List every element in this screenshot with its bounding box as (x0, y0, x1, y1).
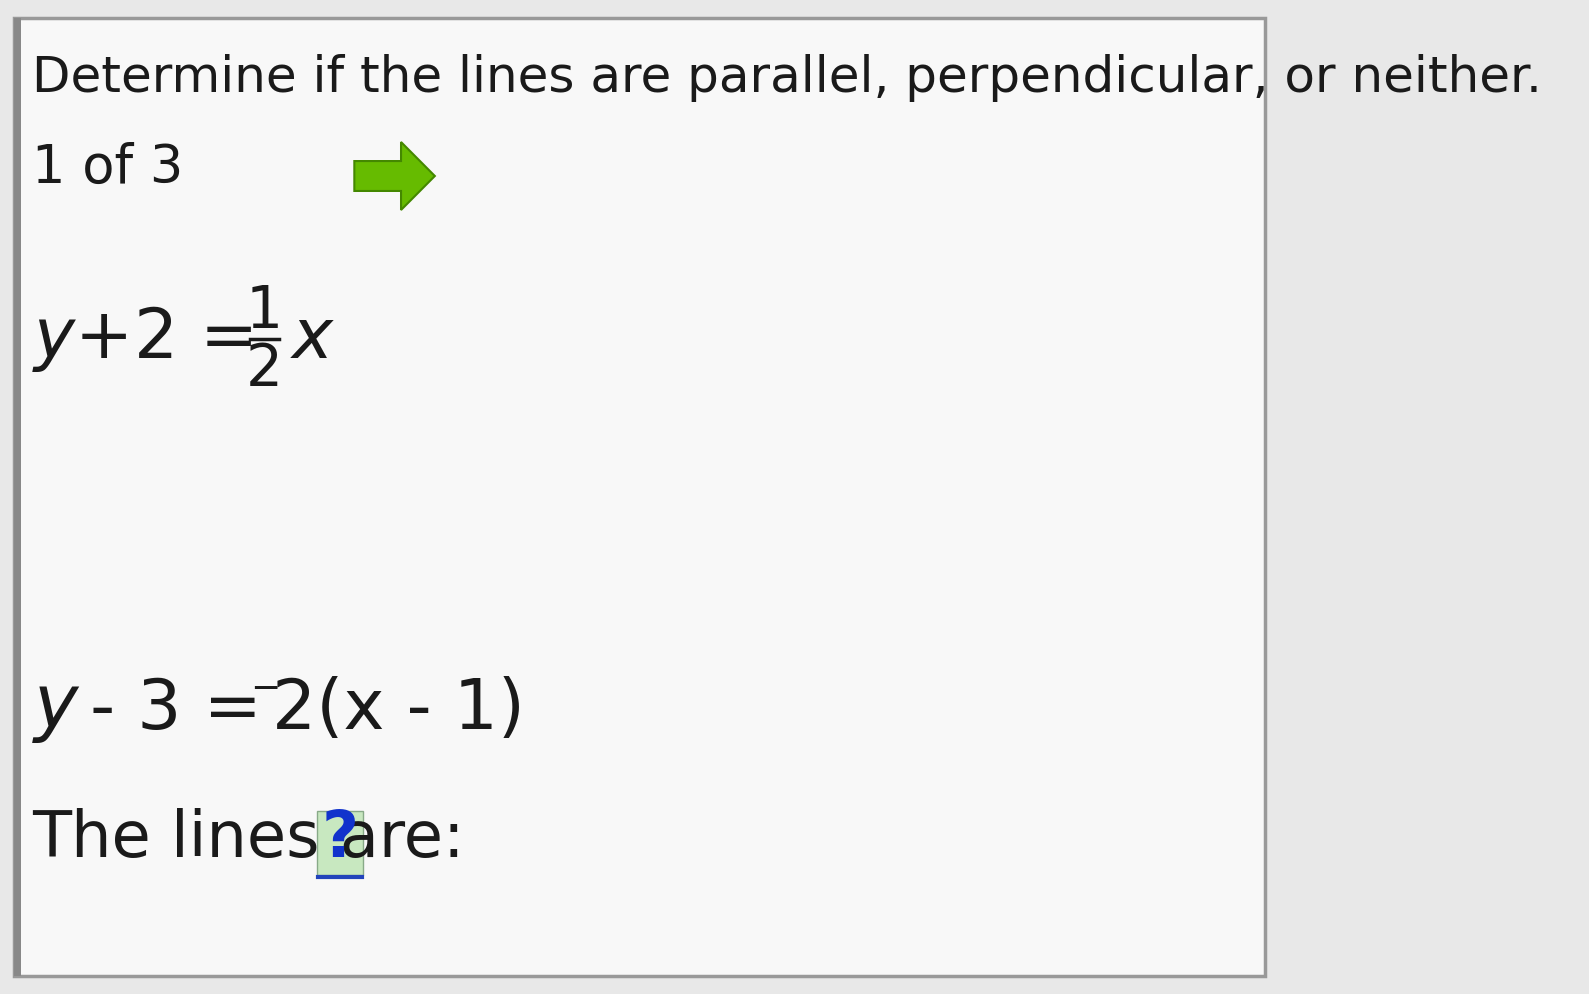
Text: −: − (249, 672, 280, 706)
Text: - 3 =: - 3 = (68, 676, 284, 743)
FancyBboxPatch shape (318, 811, 364, 875)
Text: ?: ? (321, 808, 359, 870)
Text: 1 of 3: 1 of 3 (32, 142, 184, 194)
Text: $\mathit{y}$+2 =: $\mathit{y}$+2 = (32, 304, 261, 374)
Text: Determine if the lines are parallel, perpendicular, or neither.: Determine if the lines are parallel, per… (32, 54, 1541, 102)
Text: 2(x - 1): 2(x - 1) (272, 676, 524, 743)
Text: 1: 1 (246, 282, 283, 340)
Polygon shape (354, 142, 435, 210)
Text: The lines are:: The lines are: (32, 808, 505, 870)
FancyBboxPatch shape (14, 18, 1265, 976)
Text: $\mathit{x}$: $\mathit{x}$ (289, 305, 335, 373)
Text: 2: 2 (246, 341, 283, 398)
FancyBboxPatch shape (14, 18, 21, 976)
Text: $\mathit{y}$: $\mathit{y}$ (32, 673, 81, 745)
